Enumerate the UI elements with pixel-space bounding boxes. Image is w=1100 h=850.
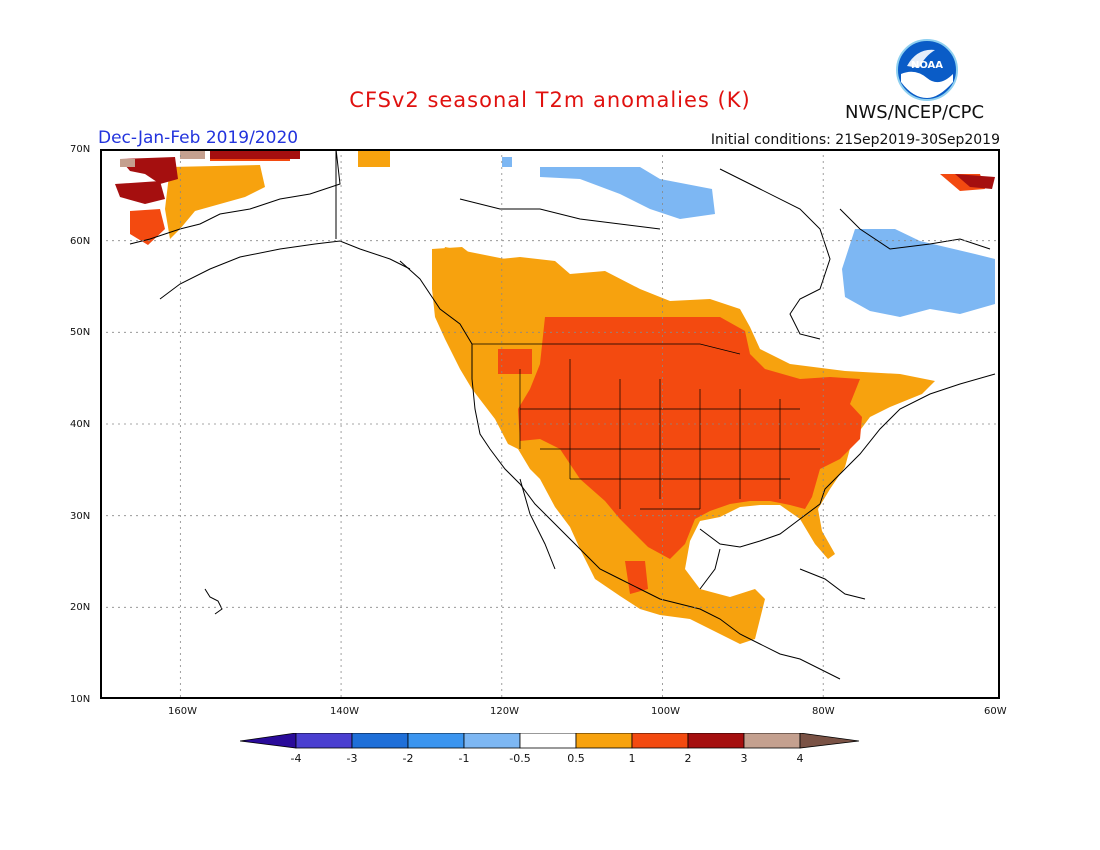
colorbar-swatch [575, 733, 633, 749]
anomaly-neg1-neg05-region [502, 157, 995, 317]
colorbar-swatch [295, 733, 353, 749]
map-panel [100, 149, 1000, 699]
lat-label: 20N [70, 602, 91, 613]
lon-label: 140W [330, 706, 359, 717]
forecast-period: Dec-Jan-Feb 2019/2020 [98, 128, 299, 148]
colorbar-swatch [463, 733, 521, 749]
colorbar-label: 1 [629, 752, 636, 765]
colorbar-label: -3 [347, 752, 358, 765]
colorbar-swatch [743, 733, 801, 749]
colorbar-label: -1 [459, 752, 470, 765]
lat-label: 50N [70, 327, 91, 338]
colorbar-label: -2 [403, 752, 414, 765]
lat-label: 10N [70, 694, 91, 705]
lon-label: 80W [812, 706, 835, 717]
graticule [100, 149, 1000, 699]
anomaly-3-4-region [120, 151, 205, 167]
political-borders [472, 343, 820, 510]
lon-label: 160W [168, 706, 197, 717]
colorbar-label: 0.5 [567, 752, 585, 765]
logo-text: NOAA [911, 60, 943, 71]
colorbar-label: 4 [797, 752, 804, 765]
colorbar-swatch [351, 733, 409, 749]
lat-label: 60N [70, 236, 91, 247]
lat-label: 40N [70, 419, 91, 430]
agency-label: NWS/NCEP/CPC [845, 102, 985, 123]
colorbar-swatches [240, 733, 860, 749]
initial-conditions: Initial conditions: 21Sep2019-30Sep2019 [710, 132, 1000, 148]
map-border [100, 149, 1000, 699]
colorbar-label: -0.5 [509, 752, 530, 765]
lat-label: 30N [70, 511, 91, 522]
colorbar-swatch [687, 733, 745, 749]
colorbar-swatch [407, 733, 465, 749]
colorbar-swatch [799, 733, 860, 749]
lon-label: 120W [490, 706, 519, 717]
lon-label: 60W [984, 706, 1007, 717]
colorbar-label: 2 [685, 752, 692, 765]
colorbar-swatch [519, 733, 577, 749]
colorbar-label: 3 [741, 752, 748, 765]
noaa-logo: NOAA [896, 39, 958, 101]
colorbar-swatch [240, 733, 297, 749]
lon-label: 100W [651, 706, 680, 717]
color-legend: -4 -3 -2 -1 -0.5 0.5 1 2 3 4 [240, 733, 860, 765]
colorbar-label: -4 [291, 752, 302, 765]
lat-label: 70N [70, 144, 91, 155]
colorbar-swatch [631, 733, 689, 749]
chart-title: CFSv2 seasonal T2m anomalies (K) [349, 88, 751, 112]
